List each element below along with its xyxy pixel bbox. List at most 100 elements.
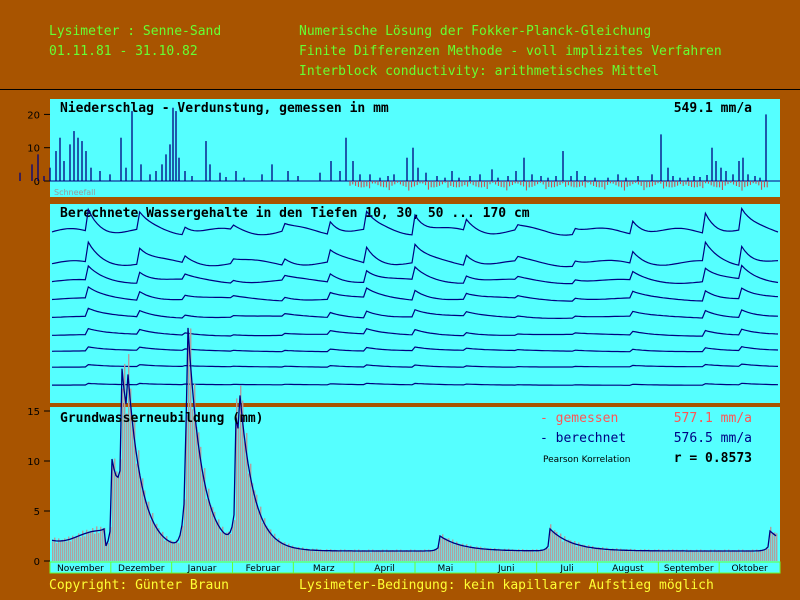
measured-bar bbox=[626, 549, 628, 561]
measured-bar bbox=[276, 540, 278, 561]
measured-bar bbox=[442, 534, 444, 561]
measured-bar bbox=[600, 549, 602, 561]
measured-bar bbox=[630, 548, 632, 561]
measured-bar bbox=[542, 549, 544, 561]
measured-bar bbox=[614, 550, 616, 561]
measured-bar bbox=[428, 549, 430, 561]
measured-bar bbox=[552, 531, 554, 561]
measured-bar bbox=[180, 531, 182, 561]
measured-bar bbox=[282, 542, 284, 561]
measured-bar bbox=[774, 532, 776, 561]
measured-bar bbox=[102, 528, 104, 561]
measured-bar bbox=[160, 533, 162, 561]
water-content-line-depth-170 bbox=[52, 382, 779, 386]
measured-bar bbox=[572, 543, 574, 561]
measured-bar bbox=[414, 549, 416, 561]
measured-bar bbox=[724, 549, 726, 561]
measured-bar bbox=[314, 551, 316, 561]
header-separator bbox=[0, 89, 800, 90]
measured-bar bbox=[92, 528, 94, 561]
measured-bar bbox=[252, 483, 254, 561]
measured-bar bbox=[716, 551, 718, 561]
measured-bar bbox=[420, 549, 422, 561]
measured-bar bbox=[76, 535, 78, 561]
measured-bar bbox=[524, 551, 526, 561]
measured-bar bbox=[156, 523, 158, 561]
recharge-panel-bg bbox=[50, 407, 780, 562]
measured-bar bbox=[458, 543, 460, 561]
measured-bar bbox=[326, 549, 328, 561]
measured-bar bbox=[170, 540, 172, 561]
measured-bar bbox=[616, 548, 618, 561]
lysimeter-title: Lysimeter : Senne-Sand bbox=[49, 24, 222, 39]
measured-bar bbox=[388, 551, 390, 561]
measured-bar bbox=[154, 524, 156, 561]
measured-bar bbox=[232, 522, 234, 561]
measured-bar bbox=[640, 549, 642, 561]
measured-bar bbox=[438, 545, 440, 561]
measured-bar bbox=[666, 550, 668, 561]
measured-bar bbox=[756, 549, 758, 561]
measured-bar bbox=[624, 549, 626, 561]
measured-bar bbox=[620, 548, 622, 561]
precip-ytick-label: 0 bbox=[34, 177, 40, 188]
method-line1: Numerische Lösung der Fokker-Planck-Glei… bbox=[299, 24, 652, 39]
measured-bar bbox=[114, 458, 116, 561]
legend-computed-label: - berechnet bbox=[540, 431, 626, 446]
measured-bar bbox=[594, 547, 596, 561]
precip-title: Niederschlag - Verdunstung, gemessen in … bbox=[60, 101, 389, 116]
measured-bar bbox=[604, 550, 606, 561]
water-content-line-depth-90 bbox=[51, 307, 779, 319]
measured-bar bbox=[766, 547, 768, 561]
measured-bar bbox=[286, 546, 288, 561]
measured-bar bbox=[526, 549, 528, 561]
measured-bar bbox=[258, 511, 260, 561]
measured-bar bbox=[680, 550, 682, 561]
measured-bar bbox=[96, 526, 98, 561]
measured-bar bbox=[120, 459, 122, 561]
measured-bar bbox=[660, 551, 662, 561]
measured-bar bbox=[308, 549, 310, 561]
measured-bar bbox=[246, 433, 248, 561]
measured-bar bbox=[570, 540, 572, 561]
measured-bar bbox=[202, 471, 204, 561]
measured-bar bbox=[268, 528, 270, 561]
month-label: September bbox=[664, 564, 714, 574]
measured-bar bbox=[632, 551, 634, 561]
measured-bar bbox=[424, 549, 426, 561]
measured-bar bbox=[468, 547, 470, 561]
measured-bar bbox=[152, 513, 154, 561]
measured-bar bbox=[322, 549, 324, 561]
measured-bar bbox=[352, 551, 354, 561]
measured-bar bbox=[144, 490, 146, 561]
measured-bar bbox=[188, 332, 190, 561]
measured-bar bbox=[608, 549, 610, 561]
measured-bar bbox=[376, 550, 378, 561]
measured-bar bbox=[394, 551, 396, 561]
measured-bar bbox=[262, 522, 264, 561]
precip-ytick-label: 10 bbox=[27, 144, 40, 155]
measured-bar bbox=[304, 550, 306, 561]
measured-bar bbox=[88, 531, 90, 561]
measured-bar bbox=[668, 549, 670, 561]
measured-bar bbox=[568, 539, 570, 561]
computed-recharge-line bbox=[51, 327, 777, 552]
measured-bar bbox=[264, 518, 266, 561]
measured-bar bbox=[288, 543, 290, 561]
measured-bar bbox=[672, 549, 674, 561]
measured-bar bbox=[224, 532, 226, 561]
measured-bar bbox=[712, 552, 714, 561]
measured-bar bbox=[104, 527, 106, 561]
measured-bar bbox=[254, 490, 256, 561]
measured-bar bbox=[368, 549, 370, 561]
measured-bar bbox=[582, 544, 584, 561]
measured-bar bbox=[130, 388, 132, 561]
measured-bar bbox=[480, 546, 482, 561]
measured-bar bbox=[612, 548, 614, 561]
measured-bar bbox=[488, 549, 490, 561]
measured-bar bbox=[298, 546, 300, 561]
measured-bar bbox=[338, 550, 340, 561]
measured-bar bbox=[498, 548, 500, 561]
measured-bar bbox=[390, 550, 392, 561]
